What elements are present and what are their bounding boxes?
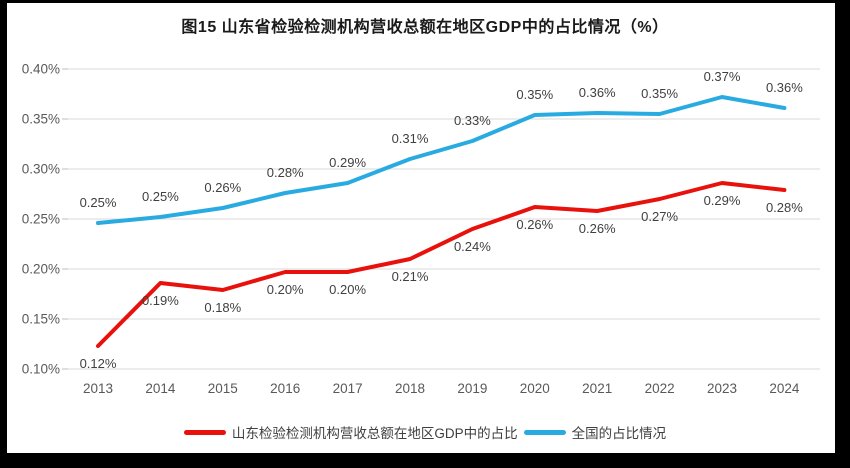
x-axis-label: 2021 [582,381,612,396]
legend-label-national: 全国的占比情况 [571,426,667,441]
legend-item-shandong: 山东检验检测机构营收总额在地区GDP中的占比 [183,422,518,442]
x-axis-label: 2016 [270,381,300,396]
y-axis-tick-label: 0.25% [22,212,60,227]
data-label: 0.26% [204,180,241,195]
data-label: 0.12% [80,356,117,371]
data-label: 0.35% [516,87,553,102]
data-label: 0.36% [766,80,803,95]
y-axis-tick-label: 0.15% [22,312,60,327]
data-label: 0.29% [329,155,366,170]
data-label: 0.35% [641,86,678,101]
x-axis-label: 2022 [645,381,675,396]
data-label: 0.36% [579,85,616,100]
data-label: 0.29% [704,193,741,208]
x-axis-label: 2023 [707,381,737,396]
data-label: 0.18% [204,300,241,315]
y-axis-tick-label: 0.35% [22,112,60,127]
legend-label-shandong: 山东检验检测机构营收总额在地区GDP中的占比 [231,426,518,441]
data-label: 0.26% [516,217,553,232]
chart-legend: 山东检验检测机构营收总额在地区GDP中的占比 全国的占比情况 [0,422,850,442]
x-axis-label: 2014 [145,381,176,396]
y-axis-tick-label: 0.20% [22,262,60,277]
data-label: 0.37% [704,69,741,84]
data-label: 0.28% [766,200,803,215]
series-line-shandong [96,181,787,348]
x-axis-label: 2019 [457,381,487,396]
data-label: 0.20% [329,282,366,297]
red-line-swatch-icon [183,429,226,435]
data-label: 0.26% [579,221,616,236]
data-label: 0.33% [454,113,491,128]
x-axis-label: 2017 [333,381,363,396]
x-axis-label: 2020 [520,381,550,396]
y-axis-tick-label: 0.30% [22,162,60,177]
y-axis-tick-label: 0.10% [22,362,60,377]
x-axis-label: 2024 [769,381,800,396]
data-label: 0.27% [641,209,678,224]
plot-canvas [7,3,835,453]
x-axis-label: 2015 [208,381,238,396]
x-axis-label: 2013 [83,381,113,396]
data-label: 0.25% [142,189,179,204]
data-label: 0.31% [392,131,429,146]
data-label: 0.20% [267,282,304,297]
x-axis-label: 2018 [395,381,425,396]
legend-item-national: 全国的占比情况 [523,422,667,442]
series-line-national [96,95,787,225]
data-label: 0.28% [267,165,304,180]
data-label: 0.25% [80,195,117,210]
data-label: 0.24% [454,239,491,254]
y-axis-tick-label: 0.40% [22,62,60,77]
chart-title: 图15 山东省检验检测机构营收总额在地区GDP中的占比情况（%） [181,19,669,36]
data-label: 0.21% [392,269,429,284]
data-label: 0.19% [142,293,179,308]
blue-line-swatch-icon [523,429,566,435]
